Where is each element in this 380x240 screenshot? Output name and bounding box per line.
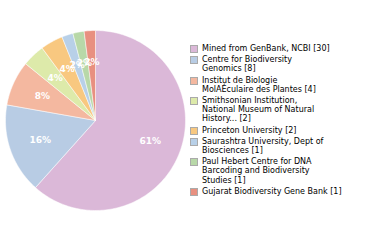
svg-text:61%: 61%: [139, 136, 161, 146]
html-text:Centre for Biodiversity Genomi: Centre for Biodiversity Genomics [8]: [202, 55, 292, 74]
html-text:Mined from GenBank, NCBI [30]: Mined from GenBank, NCBI [30]: [202, 44, 330, 54]
svg-text:2%: 2%: [84, 57, 99, 67]
html-text:Smithsonian Institution, Natio: Smithsonian Institution, National Museum…: [202, 96, 315, 124]
html-text:Saurashtra University, Dept of: Saurashtra University, Dept of Bioscienc…: [202, 136, 324, 155]
svg-text:4%: 4%: [59, 64, 75, 75]
svg-text:8%: 8%: [35, 91, 50, 101]
html-text:Paul Hebert Centre for DNA Bar: Paul Hebert Centre for DNA Barcoding and…: [202, 157, 312, 185]
svg-text:4%: 4%: [47, 73, 62, 83]
html-text:Institut de Biologie MolAÉcula: Institut de Biologie MolAÉculaire des Pl…: [202, 75, 316, 94]
svg-text:16%: 16%: [29, 135, 51, 145]
html-text:Princeton University [2]: Princeton University [2]: [202, 125, 297, 135]
html-text:Gujarat Biodiversity Gene Bank: Gujarat Biodiversity Gene Bank [1]: [202, 186, 342, 196]
